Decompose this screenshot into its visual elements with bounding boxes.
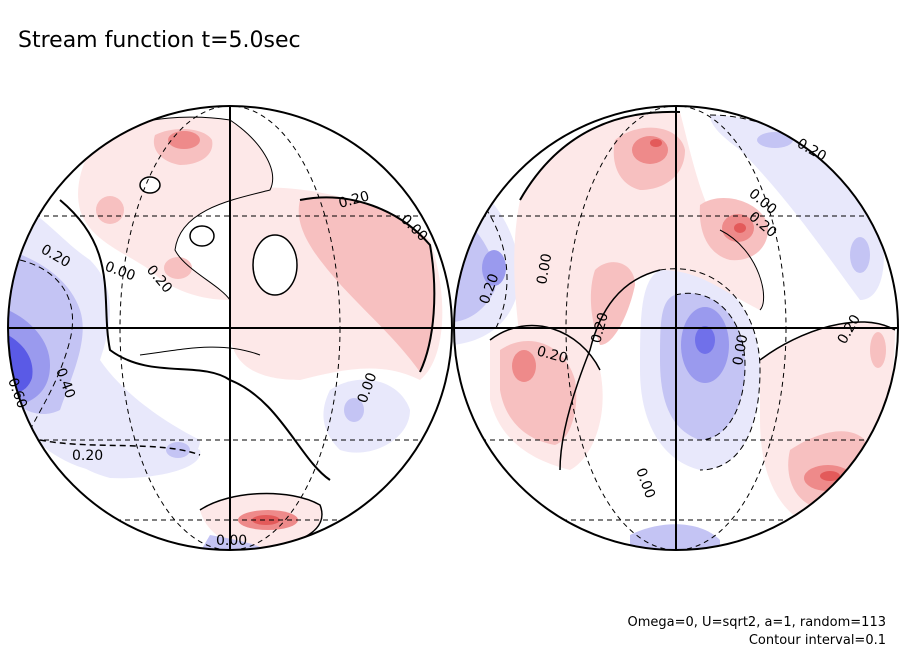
left-globe-outline [7, 105, 453, 551]
negative-region-south [60, 430, 201, 479]
negative-spot-southeast [344, 398, 364, 422]
neutral-spot-north [139, 176, 161, 194]
left-hemisphere: 0.20 0.00 0.20 0.20 0.00 0.40 0.60 0.20 … [4, 105, 453, 551]
contour-interval-note: Contour interval=0.1 [749, 633, 886, 648]
positive-region-north [78, 117, 273, 301]
contour-label: 0.20 [337, 188, 371, 212]
positive-region-mid [590, 262, 635, 345]
negative-region-bottom [200, 535, 270, 550]
positive-max-south [252, 515, 280, 525]
positive-region-north [514, 111, 764, 372]
right-globe-outline [453, 105, 899, 551]
parameters-note: Omega=0, U=sqrt2, a=1, random=113 [628, 615, 886, 630]
negative-core-east [850, 237, 870, 273]
negative-region-southeast [323, 379, 410, 453]
positive-max-north [650, 139, 662, 147]
positive-core-southwest [512, 350, 536, 382]
positive-core-north [632, 136, 668, 164]
contour-label: 0.00 [216, 533, 247, 549]
negative-max-center [695, 326, 715, 354]
neutral-spot-center [252, 234, 298, 296]
contour-label: 0.00 [730, 333, 751, 366]
neutral-spot-mid [189, 225, 215, 247]
right-hemisphere: 0.20 0.00 0.20 0.00 0.20 0.20 0.20 0.00 … [453, 105, 899, 551]
contour-label: 0.20 [588, 311, 612, 345]
contour-label: 0.00 [534, 252, 555, 285]
negative-spot-south [166, 442, 190, 458]
positive-max-southeast [820, 471, 840, 481]
negative-core-northeast [757, 132, 793, 148]
positive-spot-west [96, 196, 124, 224]
negative-core-west [482, 250, 506, 286]
positive-spot-inner [164, 257, 192, 279]
figure-title: Stream function t=5.0sec [18, 28, 301, 53]
contour-label: 0.20 [535, 343, 569, 367]
positive-core-north [168, 131, 200, 149]
negative-region-northeast [710, 115, 884, 300]
contour-label: 0.20 [72, 448, 103, 464]
positive-max-inner [734, 223, 746, 233]
positive-core-east [870, 332, 886, 368]
